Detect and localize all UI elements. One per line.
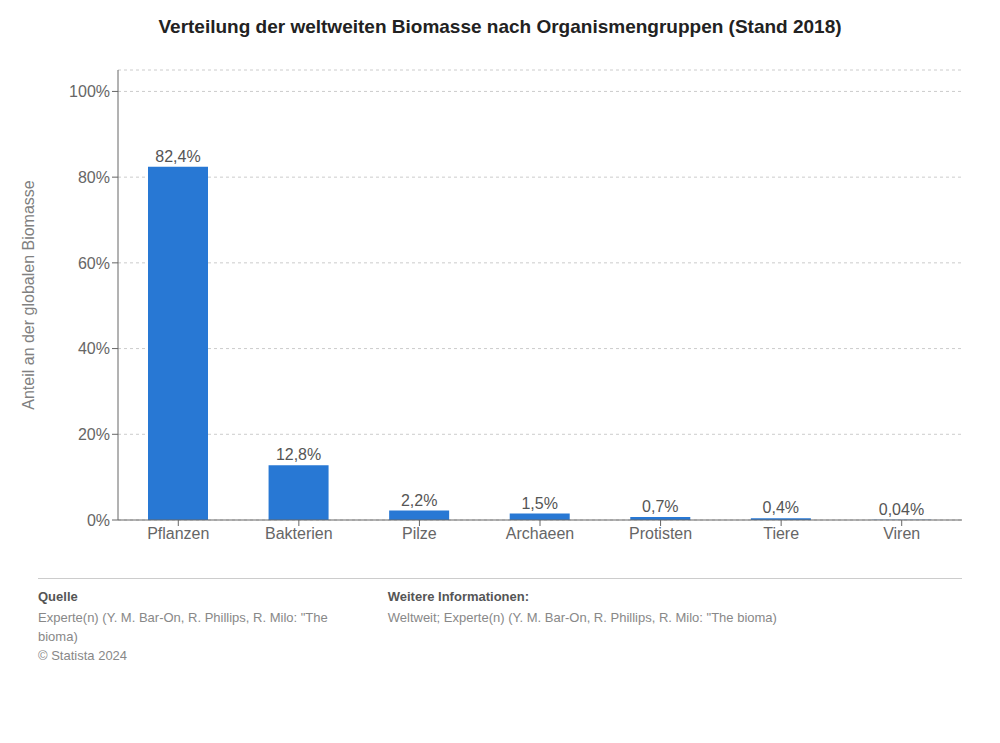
svg-text:Bakterien: Bakterien — [265, 525, 333, 542]
html-text:Weltweit; Experte(n) (Y. M. Ba: Weltweit; Experte(n) (Y. M. Bar-On, R. P… — [387, 610, 777, 625]
svg-text:Anteil an der globalen Biomass: Anteil an der globalen Biomasse — [20, 180, 37, 410]
svg-text:2,2%: 2,2% — [401, 492, 437, 509]
svg-text:100%: 100% — [69, 83, 110, 100]
html-text:© Statista 2024: © Statista 2024 — [38, 648, 128, 663]
svg-text:80%: 80% — [78, 169, 110, 186]
html-text:Weitere Informationen:: Weitere Informationen: — [387, 589, 530, 604]
svg-text:0,04%: 0,04% — [879, 501, 924, 518]
svg-text:Tiere: Tiere — [763, 525, 799, 542]
html-text:Verteilung der weltweiten Biom: Verteilung der weltweiten Biomasse nach … — [158, 16, 842, 37]
svg-text:Pilze: Pilze — [402, 525, 437, 542]
svg-text:Protisten: Protisten — [629, 525, 692, 542]
svg-text:0,4%: 0,4% — [763, 499, 799, 516]
html-text:Experte(n) (Y. M. Bar-On, R. P: Experte(n) (Y. M. Bar-On, R. Phillips, R… — [38, 610, 328, 625]
svg-text:Archaeen: Archaeen — [506, 525, 575, 542]
svg-text:20%: 20% — [78, 426, 110, 443]
svg-text:0,7%: 0,7% — [642, 498, 678, 515]
svg-text:Pflanzen: Pflanzen — [147, 525, 209, 542]
svg-text:60%: 60% — [78, 255, 110, 272]
svg-text:82,4%: 82,4% — [155, 148, 200, 165]
html-text:Quelle: Quelle — [38, 589, 78, 604]
svg-text:12,8%: 12,8% — [276, 446, 321, 463]
svg-text:Viren: Viren — [883, 525, 920, 542]
svg-text:0%: 0% — [87, 512, 110, 529]
svg-text:1,5%: 1,5% — [521, 495, 557, 512]
html-text:bioma): bioma) — [38, 629, 78, 644]
svg-text:40%: 40% — [78, 340, 110, 357]
